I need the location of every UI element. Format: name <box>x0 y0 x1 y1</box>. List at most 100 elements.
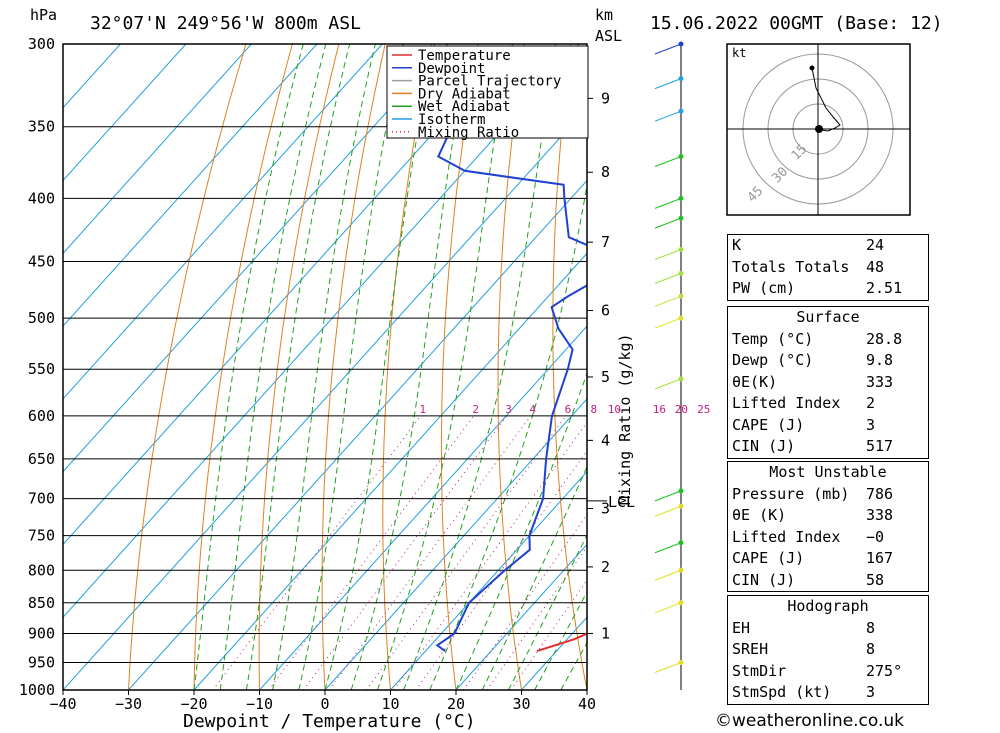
wind-barb <box>654 295 682 307</box>
surface-title: Surface <box>796 308 860 326</box>
row-value: 3 <box>866 683 876 701</box>
row-value: 28.8 <box>866 329 903 348</box>
legend-label: Dry Adiabat <box>418 86 511 102</box>
dry-adiabat-line <box>942 44 1000 690</box>
table-row: Totals Totals 48 <box>728 257 928 279</box>
temp-tick-label: −40 <box>49 695 76 713</box>
wind-barb <box>654 156 682 167</box>
row-value: 333 <box>866 372 894 391</box>
isotherm-line <box>63 44 514 546</box>
dry-adiabat-line <box>382 44 433 690</box>
table-row: CAPE (J) 3 <box>728 415 928 437</box>
isotherm-line <box>63 44 318 327</box>
pressure-tick-label: 750 <box>28 527 55 545</box>
wind-barb <box>654 272 682 284</box>
row-label: EH <box>732 618 751 637</box>
wet-adiabat-line <box>481 465 587 690</box>
table-row: EH 8 <box>728 618 928 640</box>
row-value: 8 <box>866 618 876 637</box>
pressure-tick-label: 700 <box>28 490 55 508</box>
mixing-ratio-axis-title: Mixing Ratio (g/kg) <box>616 333 634 505</box>
pressure-tick-label: 500 <box>28 309 55 327</box>
wind-barb <box>654 542 682 554</box>
mixing-ratio-line <box>328 415 532 690</box>
row-value: 9.8 <box>866 351 894 369</box>
mixing-ratio-line <box>486 545 587 690</box>
hodograph-unit: kt <box>732 46 746 60</box>
row-value: 58 <box>866 570 885 589</box>
pressure-tick-label: 300 <box>28 35 55 53</box>
wind-barb <box>654 78 682 90</box>
row-label: Temp (°C) <box>732 329 814 348</box>
wet-adiabat-line <box>350 44 470 690</box>
row-value: 2.51 <box>866 279 903 297</box>
table-row: CIN (J) 517 <box>728 436 928 458</box>
mixing-ratio-label: 10 <box>608 403 621 416</box>
mixing-ratio-label: 8 <box>590 403 597 416</box>
row-label: CAPE (J) <box>732 415 805 434</box>
row-label: CAPE (J) <box>732 549 805 567</box>
mixing-ratio-label: 25 <box>697 403 710 416</box>
legend-label: Wet Adiabat <box>418 99 511 115</box>
mixing-ratio-label: 20 <box>675 403 688 416</box>
isotherm-line <box>63 107 587 690</box>
temp-tick-label: 0 <box>320 695 329 713</box>
row-label: Pressure (mb) <box>732 484 850 503</box>
wind-barb <box>654 217 682 229</box>
legend-label: Parcel Trajectory <box>418 74 561 90</box>
isotherm-line <box>63 44 252 255</box>
wet-adiabat-line <box>429 182 587 690</box>
dry-adiabat-line <box>552 44 587 690</box>
wind-barb <box>654 602 682 614</box>
temp-tick-label: 10 <box>381 695 399 713</box>
row-value: 24 <box>866 236 885 254</box>
mixing-ratio-line <box>463 513 587 690</box>
mixing-ratio-line <box>393 421 587 690</box>
dry-adiabat-line <box>440 44 479 690</box>
temp-tick-label: −20 <box>180 695 207 713</box>
dry-adiabat-line <box>128 44 247 690</box>
most-unstable-table: Most Unstable Pressure (mb) 786 θE (K) 338 L… <box>727 461 929 592</box>
copyright-footer: ©weatheronline.co.uk <box>715 711 905 731</box>
mixing-ratio-label: 6 <box>565 403 572 416</box>
table-row: Lifted Index 2 <box>728 393 928 415</box>
wet-adiabat-line <box>455 371 587 690</box>
isotherm-line <box>63 44 449 473</box>
mixing-ratio-line <box>303 415 507 690</box>
wind-barb <box>654 490 682 502</box>
row-label: SREH <box>732 640 769 658</box>
dry-adiabat-line <box>497 44 525 690</box>
pressure-tick-label: 900 <box>28 624 55 642</box>
wind-barb <box>654 43 682 55</box>
indices-table: K 24 Totals Totals 48 PW (cm) 2.51 <box>727 234 929 301</box>
row-value: 517 <box>866 437 894 455</box>
dry-adiabat-line <box>989 44 1000 690</box>
km-tick-label: 5 <box>601 368 610 386</box>
wet-adiabat-line <box>219 44 327 690</box>
isotherm-line <box>63 44 580 618</box>
km-tick-label: 1 <box>601 624 610 642</box>
pressure-tick-label: 950 <box>28 653 55 671</box>
km-tick-label: 6 <box>601 302 610 320</box>
pressure-tick-label: 800 <box>28 561 55 579</box>
row-value: 338 <box>866 506 894 524</box>
km-unit-label: km <box>595 6 613 24</box>
datetime-title: 15.06.2022 00GMT (Base: 12) <box>650 13 943 34</box>
isotherm-line <box>193 252 587 690</box>
wind-barb <box>654 662 682 673</box>
row-label: Dewp (°C) <box>732 351 814 369</box>
row-label: CIN (J) <box>732 437 796 455</box>
location-title: 32°07'N 249°56'W 800m ASL <box>90 13 361 34</box>
table-row: Lifted Index −0 <box>728 527 928 549</box>
table-row: CAPE (J) 167 <box>728 548 928 570</box>
table-row: θE (K) 338 <box>728 505 928 527</box>
legend-label: Dewpoint <box>418 61 485 77</box>
row-value: −0 <box>866 527 885 546</box>
table-row: StmDir 275° <box>728 661 928 683</box>
row-value: 2 <box>866 394 876 412</box>
hodograph-title: Hodograph <box>787 597 869 615</box>
wet-adiabat-line <box>245 44 351 690</box>
wet-adiabat-line <box>324 44 435 690</box>
row-label: StmDir <box>732 661 787 680</box>
